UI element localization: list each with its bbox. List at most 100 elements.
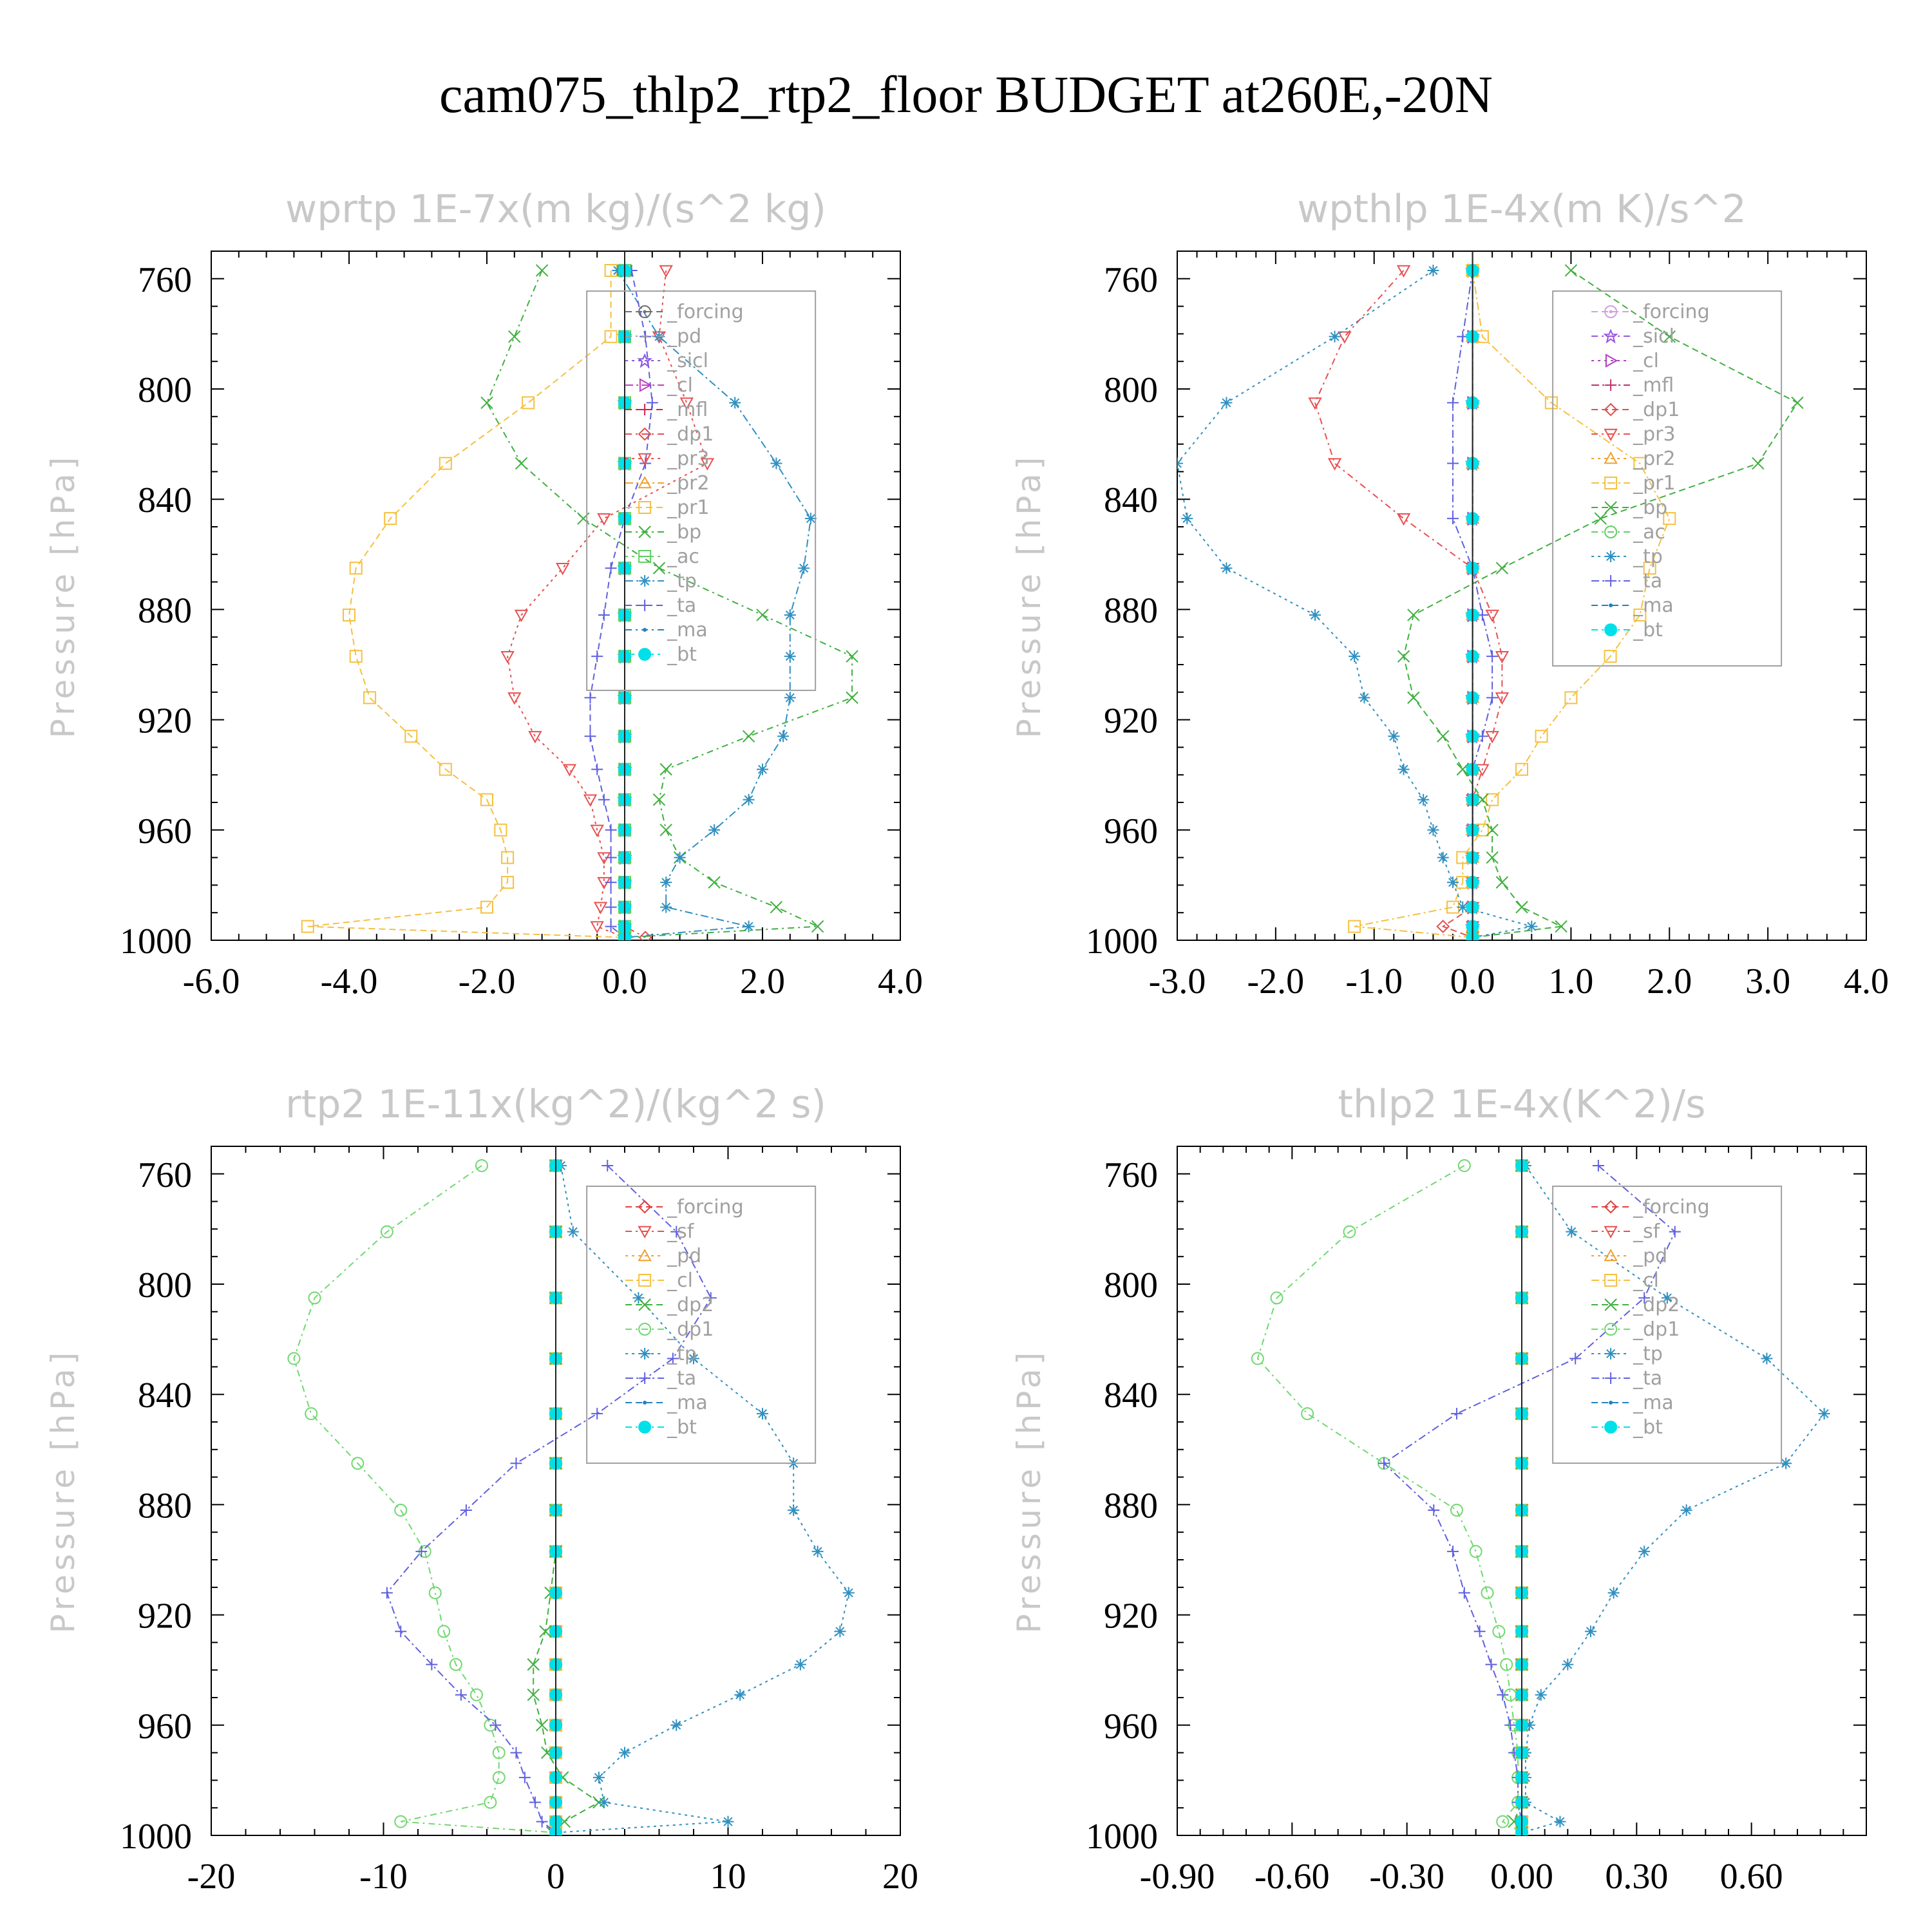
data-point	[536, 1815, 548, 1828]
data-point	[659, 762, 672, 776]
y-tick-label: 880	[1104, 591, 1158, 630]
legend-entry: _pr1	[625, 497, 710, 519]
data-point	[1594, 512, 1607, 525]
data-point	[1504, 1719, 1517, 1731]
x-tick-label: 0.30	[1605, 1857, 1668, 1897]
data-point	[1638, 1546, 1651, 1558]
legend-label: _mfl	[667, 399, 708, 421]
y-tick-label: 920	[138, 1596, 192, 1636]
data-point	[1780, 1457, 1792, 1470]
data-point	[305, 1407, 318, 1421]
legend-entry: _pr2	[1591, 448, 1676, 470]
x-tick-label: 0.0	[602, 961, 647, 1001]
data-point	[1592, 1159, 1604, 1171]
data-point	[598, 793, 610, 806]
legend-label: _tp	[1633, 1343, 1663, 1365]
data-point	[660, 876, 672, 889]
legend-marker	[1605, 575, 1617, 587]
data-point	[811, 1546, 824, 1558]
data-point	[1447, 1546, 1459, 1558]
data-point	[381, 1587, 393, 1599]
legend-marker	[1609, 603, 1613, 607]
legend-label: _bp	[1633, 497, 1667, 519]
data-point	[1526, 920, 1538, 933]
data-point	[584, 730, 596, 743]
data-point	[729, 397, 741, 409]
data-point	[679, 397, 694, 410]
data-point	[794, 1658, 806, 1671]
data-point	[492, 1771, 506, 1785]
data-point	[528, 731, 542, 744]
legend-label: _bp	[667, 521, 701, 544]
data-point	[1270, 1291, 1283, 1305]
legend-entry: _ma	[1591, 594, 1674, 617]
legend-marker	[1604, 1226, 1618, 1239]
legend-entry: _dp2	[1591, 1294, 1680, 1316]
legend-marker	[1604, 1274, 1618, 1287]
series-line	[589, 270, 653, 938]
data-point	[1663, 512, 1676, 526]
legend-marker	[638, 1200, 652, 1214]
data-point	[343, 608, 355, 621]
data-point	[756, 609, 769, 621]
legend-box	[1552, 1186, 1783, 1464]
legend-marker	[638, 1298, 651, 1311]
data-point	[659, 265, 673, 278]
x-tick-label: 20	[882, 1857, 918, 1897]
data-point	[605, 901, 617, 913]
legend-marker	[638, 501, 652, 514]
data-point	[1752, 457, 1765, 470]
data-point	[539, 1625, 552, 1638]
data-point	[1495, 876, 1509, 889]
legend-entry: _ta	[625, 1367, 696, 1390]
data-point	[1566, 1226, 1578, 1238]
panel-wpthlp: wpthlp 1E-4x(m K)/s^2 Pressure [hPa] -3.0 -…	[1010, 187, 1889, 1001]
data-point	[1457, 1159, 1471, 1172]
data-point	[308, 1291, 321, 1305]
data-point	[1427, 264, 1439, 276]
legend-marker	[639, 404, 651, 415]
legend-marker	[1605, 1348, 1617, 1359]
legend-entry: _dp1	[625, 1318, 714, 1341]
legend-marker	[643, 628, 647, 632]
data-point	[846, 650, 858, 663]
y-tick-label: 920	[1104, 1596, 1158, 1636]
data-point	[508, 330, 521, 343]
data-point	[605, 562, 617, 574]
y-tick-label: 960	[138, 811, 192, 851]
legend-label: _pd	[667, 325, 701, 348]
data-point	[1327, 458, 1342, 471]
y-tick-label: 960	[1104, 811, 1158, 851]
data-point	[351, 1457, 365, 1470]
legend-marker	[639, 575, 651, 587]
data-point	[1643, 562, 1656, 575]
data-point	[1633, 457, 1647, 470]
legend-marker	[643, 1401, 647, 1405]
legend-marker	[1605, 551, 1617, 562]
data-point	[522, 396, 535, 410]
legend-marker	[638, 648, 652, 661]
series-pr3	[1308, 265, 1510, 940]
data-point	[527, 1658, 540, 1671]
y-tick-label: 1000	[1086, 1817, 1158, 1857]
legend-marker	[1604, 1421, 1618, 1434]
series-dp2	[1508, 1159, 1528, 1835]
data-point	[722, 1815, 734, 1828]
data-point	[1475, 764, 1490, 777]
x-tick-label: 2.0	[740, 961, 785, 1001]
legend-marker	[1604, 623, 1618, 636]
data-point	[705, 1292, 717, 1304]
data-point	[1481, 1586, 1494, 1600]
data-point	[415, 1546, 428, 1558]
legend-entry: _bt	[1591, 1416, 1663, 1439]
legend-label: _sf	[667, 1220, 695, 1243]
legend-label: _pr1	[1633, 472, 1675, 495]
legend-label: _dp2	[667, 1294, 714, 1316]
data-point	[804, 513, 817, 525]
data-point	[501, 876, 515, 889]
plot-frame	[211, 251, 901, 941]
legend-entry: _pd	[625, 325, 701, 348]
legend-label: _pr1	[667, 497, 709, 519]
legend-entry: _dp2	[625, 1294, 714, 1316]
y-tick-label: 760	[138, 1155, 192, 1195]
